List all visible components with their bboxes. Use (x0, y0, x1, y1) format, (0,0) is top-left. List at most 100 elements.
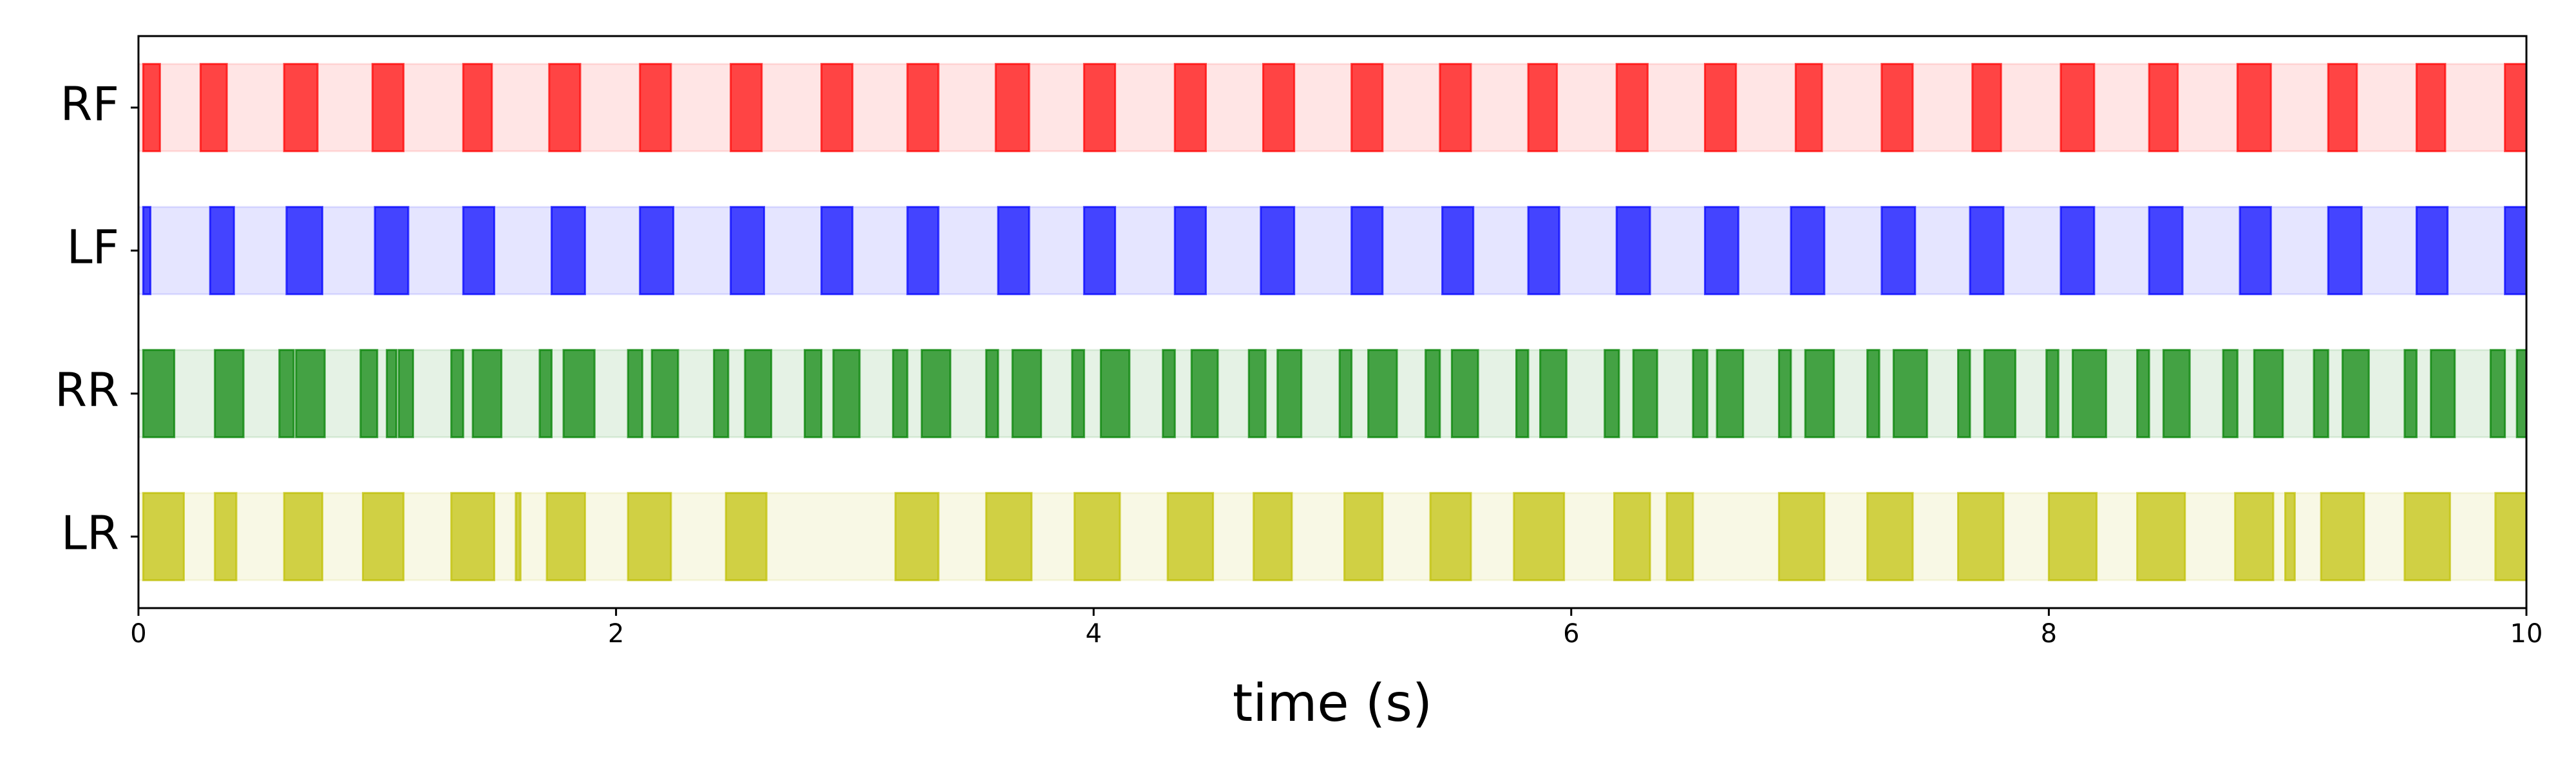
stance-bar (1190, 348, 1219, 439)
stance-bar (2504, 62, 2528, 153)
stance-bar (1956, 491, 2005, 582)
stance-bar (1971, 62, 2002, 153)
x-tick-label: 2 (608, 619, 624, 649)
stance-bar (2162, 348, 2191, 439)
stance-bar (1527, 62, 1558, 153)
stance-bar (285, 205, 324, 296)
stance-bar (2341, 348, 2370, 439)
stance-bar (2047, 491, 2098, 582)
stance-bar (545, 491, 586, 582)
x-tick-label: 10 (2510, 619, 2543, 649)
stance-bar (214, 491, 238, 582)
stance-bar (1716, 348, 1745, 439)
stance-bar (374, 205, 410, 296)
stance-bar (214, 348, 245, 439)
row-band (137, 491, 2528, 582)
stance-bar (1276, 348, 1303, 439)
stance-bar (2136, 491, 2186, 582)
stance-bar (515, 491, 522, 582)
stance-bar (2489, 348, 2506, 439)
stance-bar (1703, 62, 1738, 153)
stance-bar (450, 348, 464, 439)
x-tick-label: 8 (2041, 619, 2057, 649)
stance-bar (209, 205, 235, 296)
stance-bar (2060, 62, 2096, 153)
stance-bar (650, 348, 679, 439)
stance-bar (1074, 491, 1121, 582)
y-tick-label: LR (61, 506, 119, 560)
stance-bar (1692, 348, 1709, 439)
stance-bar (2327, 62, 2358, 153)
stance-bar (2430, 348, 2456, 439)
stance-bar (1162, 348, 1176, 439)
stance-bar (359, 348, 379, 439)
stance-bar (906, 62, 940, 153)
stance-bar (1777, 348, 1792, 439)
stance-bar (1527, 205, 1560, 296)
x-axis-label: time (s) (1233, 673, 1432, 733)
stance-bar (627, 348, 643, 439)
stance-bar (1866, 491, 1914, 582)
stance-bar (2403, 491, 2451, 582)
row-band (137, 348, 2528, 439)
y-tick-label: LF (66, 220, 119, 274)
stance-bar (1632, 348, 1658, 439)
stance-bar (142, 348, 176, 439)
stance-bar (820, 62, 854, 153)
stance-bar (2148, 62, 2179, 153)
x-tick-label: 6 (1563, 619, 1579, 649)
stance-bar (820, 205, 854, 296)
stance-bar (362, 491, 405, 582)
stance-bar (1794, 62, 1823, 153)
stance-bar (2403, 348, 2418, 439)
stance-bar (1350, 62, 1384, 153)
stance-bar (985, 491, 1033, 582)
stance-bar (1513, 491, 1566, 582)
stance-bar (2415, 62, 2447, 153)
stance-bar (994, 62, 1030, 153)
stance-bar (1539, 348, 1567, 439)
stance-bar (462, 62, 493, 153)
stance-bar (278, 348, 295, 439)
stance-bar (892, 348, 909, 439)
stance-bar (142, 491, 185, 582)
stance-bar (1880, 62, 1914, 153)
stance-bar (2236, 62, 2272, 153)
y-tick-label: RR (55, 363, 119, 417)
stance-bar (471, 348, 503, 439)
stance-bar (2060, 205, 2096, 296)
stance-bar (1343, 491, 1384, 582)
stance-bar (997, 205, 1030, 296)
stance-bar (562, 348, 596, 439)
stance-bar (199, 62, 228, 153)
stance-bar (804, 348, 822, 439)
row-band (137, 205, 2528, 296)
stance-bar (2071, 348, 2107, 439)
stance-bar (386, 348, 397, 439)
stance-bar (142, 205, 152, 296)
stance-bar (920, 348, 952, 439)
stance-bar (1703, 205, 1739, 296)
stance-bar (1367, 348, 1398, 439)
stance-bar (1969, 205, 2005, 296)
stance-bar (894, 491, 940, 582)
stance-bar (2234, 491, 2275, 582)
stance-bar (639, 205, 675, 296)
stance-bar (2148, 205, 2184, 296)
stance-bar (550, 205, 586, 296)
stance-bar (832, 348, 861, 439)
stance-bar (1099, 348, 1131, 439)
stance-bar (744, 348, 773, 439)
stance-bar (1790, 205, 1826, 296)
stance-bar (1956, 348, 1971, 439)
stance-bar (1071, 348, 1085, 439)
stance-bar (1166, 491, 1215, 582)
stance-bar (1247, 348, 1267, 439)
stance-bar (2313, 348, 2329, 439)
stance-bar (2222, 348, 2239, 439)
stance-bar (724, 491, 768, 582)
stance-bar (1804, 348, 1835, 439)
stance-bar (906, 205, 940, 296)
stance-bar (1350, 205, 1384, 296)
